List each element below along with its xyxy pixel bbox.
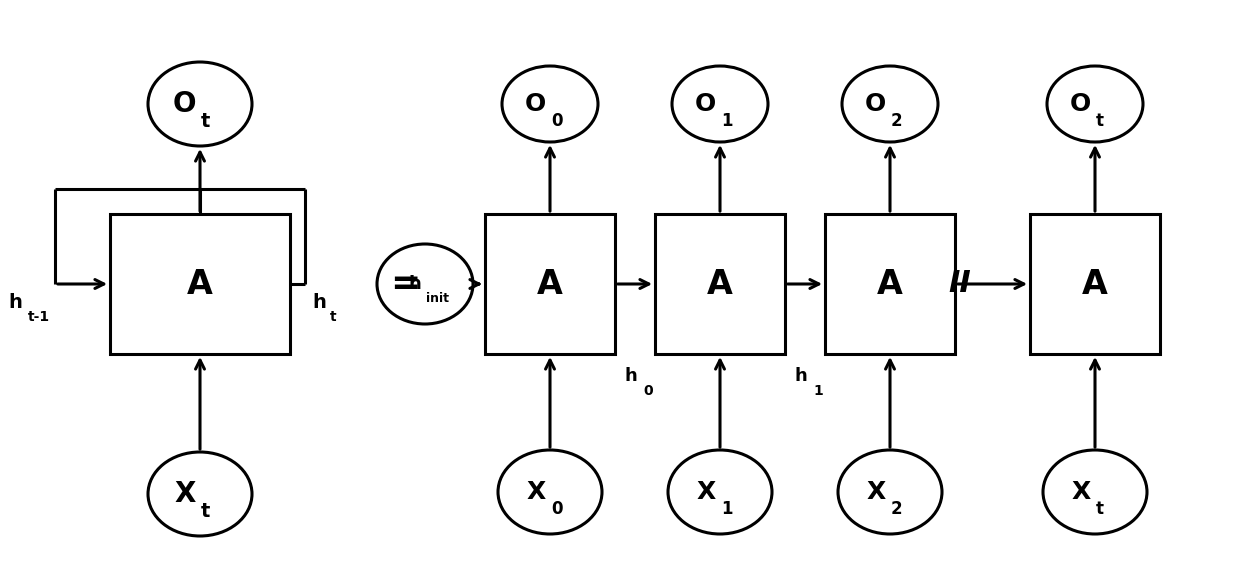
Text: 0: 0 xyxy=(551,500,563,518)
Text: O: O xyxy=(694,92,715,116)
Text: A: A xyxy=(1083,267,1107,301)
Ellipse shape xyxy=(148,452,252,536)
Text: A: A xyxy=(187,267,213,301)
Text: h: h xyxy=(7,293,22,311)
Text: O: O xyxy=(172,90,196,118)
Bar xyxy=(110,214,290,354)
Ellipse shape xyxy=(1047,66,1143,142)
Text: t: t xyxy=(1096,112,1104,130)
Text: t: t xyxy=(201,502,211,521)
Text: X: X xyxy=(175,480,196,508)
Text: 0: 0 xyxy=(644,384,652,398)
Text: A: A xyxy=(707,267,733,301)
Ellipse shape xyxy=(1043,450,1147,534)
Text: t: t xyxy=(201,112,211,131)
Bar xyxy=(655,214,785,354)
Text: h: h xyxy=(312,293,326,311)
Ellipse shape xyxy=(668,450,773,534)
Text: 2: 2 xyxy=(892,112,903,130)
Text: t: t xyxy=(1096,500,1104,518)
Text: II: II xyxy=(949,270,971,298)
Bar xyxy=(1030,214,1159,354)
Text: init: init xyxy=(427,292,449,305)
Ellipse shape xyxy=(842,66,937,142)
Text: h: h xyxy=(795,367,807,385)
Ellipse shape xyxy=(148,62,252,146)
Text: 2: 2 xyxy=(892,500,903,518)
Text: X: X xyxy=(697,480,715,504)
Text: 1: 1 xyxy=(813,384,823,398)
Ellipse shape xyxy=(498,450,601,534)
Ellipse shape xyxy=(672,66,768,142)
Text: 1: 1 xyxy=(720,112,733,130)
Text: t-1: t-1 xyxy=(29,310,50,324)
Text: X: X xyxy=(527,480,546,504)
Text: 1: 1 xyxy=(720,500,733,518)
Text: h: h xyxy=(408,275,422,293)
Text: O: O xyxy=(525,92,546,116)
Text: h: h xyxy=(625,367,637,385)
Ellipse shape xyxy=(377,244,472,324)
Bar xyxy=(825,214,955,354)
Text: A: A xyxy=(537,267,563,301)
Ellipse shape xyxy=(502,66,598,142)
Text: X: X xyxy=(1071,480,1091,504)
Text: O: O xyxy=(1070,92,1091,116)
Text: X: X xyxy=(867,480,887,504)
Text: =: = xyxy=(389,267,420,301)
Text: t: t xyxy=(330,310,336,324)
Text: A: A xyxy=(877,267,903,301)
Bar xyxy=(485,214,615,354)
Ellipse shape xyxy=(838,450,942,534)
Text: O: O xyxy=(864,92,887,116)
Text: 0: 0 xyxy=(551,112,563,130)
